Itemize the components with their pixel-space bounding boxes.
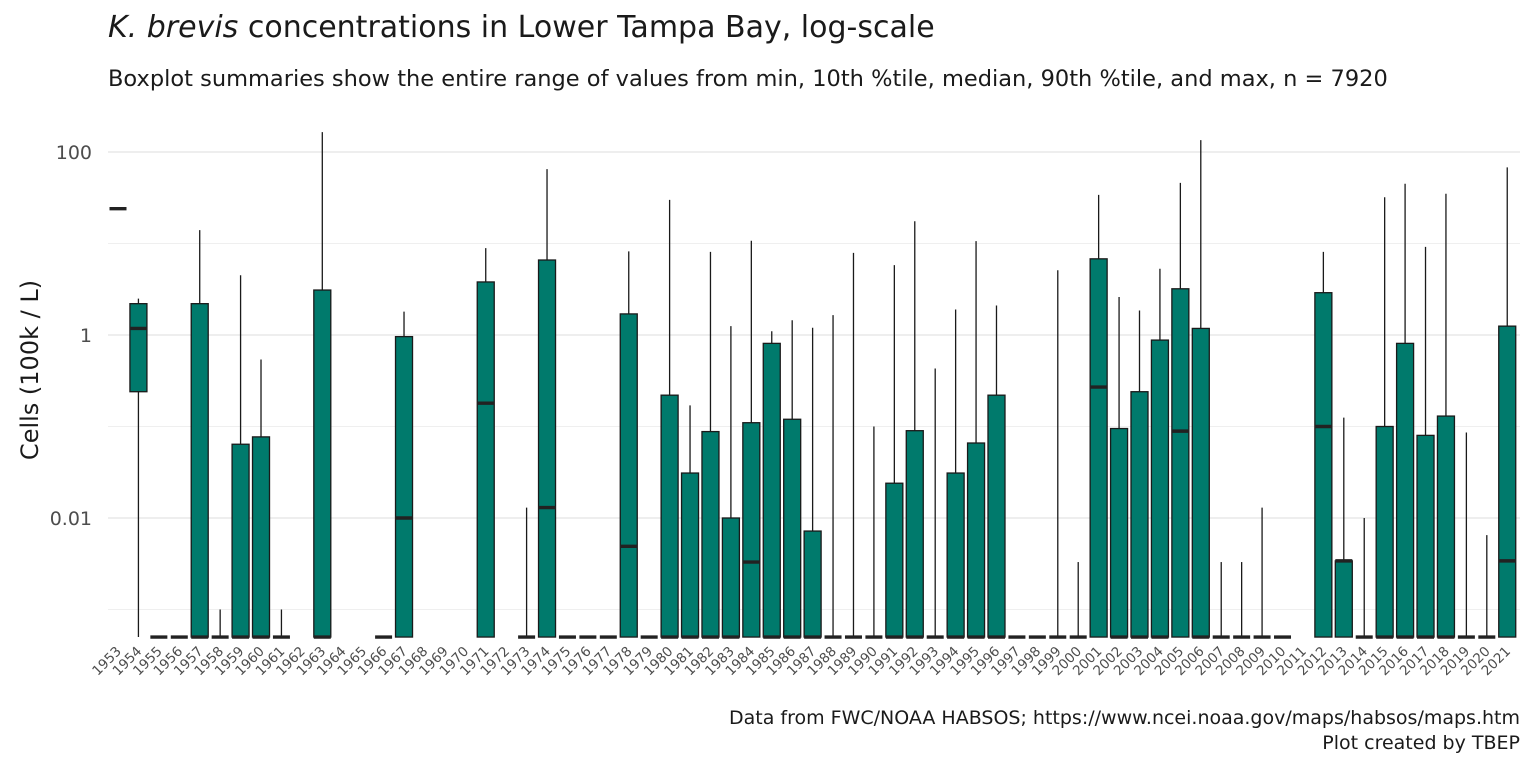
box-1991 [885,482,904,638]
box-2005 [1171,288,1190,638]
box-1959 [231,443,250,638]
box-1987 [803,530,822,638]
box-1963 [313,289,332,638]
box-1974 [537,259,557,638]
box-1980 [660,394,679,638]
box-1978 [619,313,638,638]
chart-title-italic: K. brevis [108,10,239,45]
box-1960 [251,436,271,638]
y-tick-label: 0.01 [50,508,92,530]
box-1996 [987,394,1006,638]
box-1986 [783,418,802,638]
grid-lines [108,151,1520,610]
box-2002 [1109,427,1129,638]
chart-title: K. brevis concentrations in Lower Tampa … [108,10,935,45]
box-2015 [1375,425,1394,638]
y-tick-label: 1 [80,325,92,347]
box-2016 [1395,342,1415,638]
y-tick-label: 100 [56,142,92,164]
box-2012 [1314,292,1333,638]
chart-subtitle: Boxplot summaries show the entire range … [108,66,1388,92]
box-1967 [394,335,414,638]
box-2006 [1191,327,1210,638]
box-1995 [966,442,986,638]
box-1984 [742,422,761,638]
box-shapes [129,258,1517,638]
box-1971 [476,281,495,638]
whisker-lines [137,132,1508,638]
box-1985 [762,342,781,638]
box-1981 [680,472,700,638]
box-2021 [1498,325,1517,638]
x-tick-labels: 1953195419551956195719581959196019611962… [89,644,1514,680]
box-1983 [721,517,741,638]
caption-credit: Plot created by TBEP [1322,732,1520,754]
y-tick-labels: 0.01 1 100 [50,142,92,530]
y-axis-label: Cells (100k / L) [16,280,44,460]
box-1982 [701,430,720,638]
caption-source: Data from FWC/NOAA HABSOS; https://www.n… [728,707,1520,729]
median-marks [109,207,1516,639]
box-2003 [1130,391,1149,638]
boxplot-chart: 0.01 1 100 1953195419551956195719581959196… [16,132,1520,680]
box-2017 [1416,434,1435,638]
caption: Data from FWC/NOAA HABSOS; https://www.n… [729,706,1520,756]
box-1992 [905,430,924,638]
box-1994 [946,472,965,638]
box-1957 [190,303,209,638]
box-2001 [1089,258,1108,638]
box-2004 [1150,339,1170,638]
box-2013 [1334,560,1353,638]
chart-title-rest: concentrations in Lower Tampa Bay, log-s… [238,10,935,45]
box-2018 [1436,415,1456,638]
box-1954 [129,303,148,393]
